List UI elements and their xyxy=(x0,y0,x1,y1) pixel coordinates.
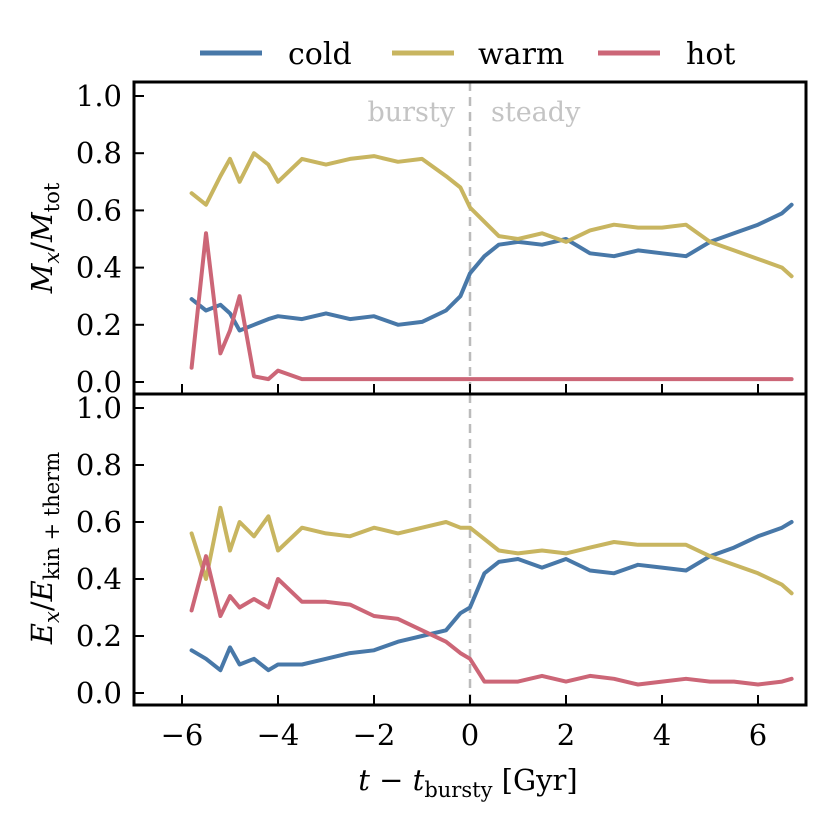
x-tick-label: 6 xyxy=(749,718,767,752)
legend-label-cold: cold xyxy=(288,37,352,72)
svg-text:Ex/Ekin + therm: Ex/Ekin + therm xyxy=(25,452,64,645)
y-tick-label-bottom: 0.0 xyxy=(76,676,122,710)
legend: cold warm hot xyxy=(200,37,735,72)
x-tick-label: 4 xyxy=(653,718,671,752)
x-axis-title: t − tbursty [Gyr] xyxy=(358,763,577,802)
y-tick-label-bottom: 0.8 xyxy=(76,448,122,482)
annotation-steady: steady xyxy=(491,97,581,128)
x-tick-label: −2 xyxy=(353,718,396,752)
svg-text:Mx/Mtot: Mx/Mtot xyxy=(25,182,64,294)
y-tick-label-bottom: 0.4 xyxy=(76,562,122,596)
y-tick-label-top: 0.8 xyxy=(76,136,122,170)
x-tick-label: 0 xyxy=(461,718,479,752)
series-line-top-hot xyxy=(189,231,794,382)
y-tick-label-top: 1.0 xyxy=(76,79,122,113)
legend-label-hot: hot xyxy=(686,37,735,72)
bottom-panel: 0.0 0.2 0.4 0.6 0.8 1.0 −6 −4 −2 0 2 4 6 xyxy=(76,391,808,752)
series-line-bottom-warm xyxy=(189,505,794,596)
series-line-bottom-hot xyxy=(189,554,794,687)
y-tick-label-bottom: 0.6 xyxy=(76,505,122,539)
top-panel: 0.0 0.2 0.4 0.6 0.8 1.0 xyxy=(76,79,808,399)
y-tick-label-top: 0.0 xyxy=(76,365,122,399)
series-line-top-warm xyxy=(189,151,794,279)
y-tick-label-bottom: 0.2 xyxy=(76,619,122,653)
y-tick-label-top: 0.2 xyxy=(76,308,122,342)
legend-label-warm: warm xyxy=(478,37,564,72)
y-tick-label-bottom: 1.0 xyxy=(76,391,122,425)
series-line-bottom-cold xyxy=(189,520,794,673)
x-tick-label: −6 xyxy=(161,718,204,752)
annotation-bursty: bursty xyxy=(367,97,455,128)
y-axis-title-bottom: Ex/Ekin + therm xyxy=(25,452,64,645)
y-axis-title-top: Mx/Mtot xyxy=(25,182,64,294)
x-tick-label: 2 xyxy=(557,718,575,752)
series-line-top-cold xyxy=(189,202,794,333)
y-tick-label-top: 0.4 xyxy=(76,251,122,285)
x-tick-label: −4 xyxy=(257,718,300,752)
y-tick-label-top: 0.6 xyxy=(76,193,122,227)
